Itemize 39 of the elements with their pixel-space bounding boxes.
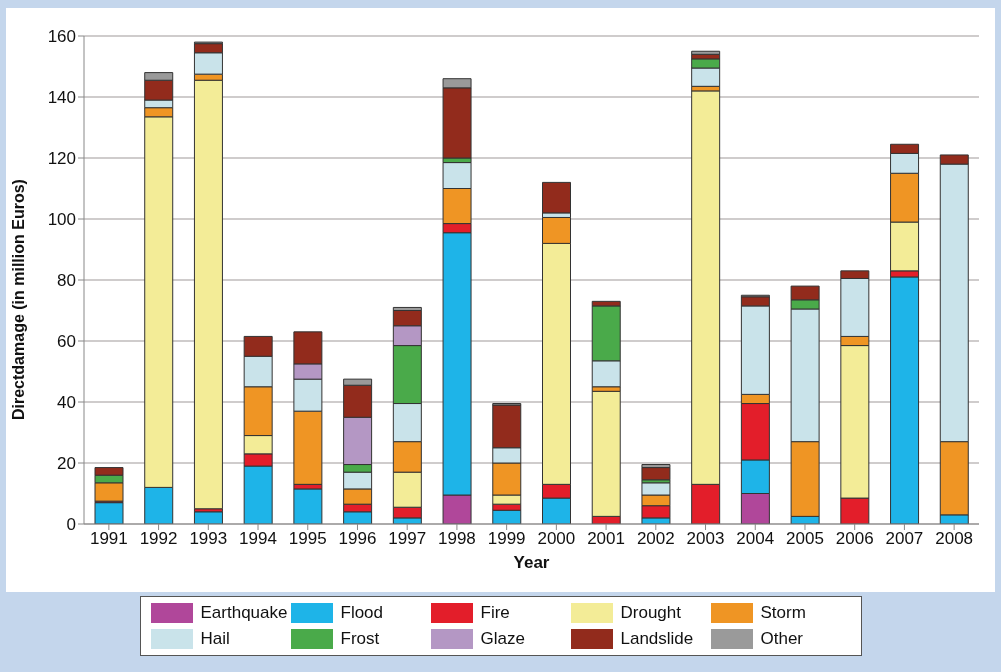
legend-label: Hail [200,629,230,649]
x-tick-label: 1996 [338,529,377,549]
x-tick-label: 2006 [835,529,874,549]
y-tick-label: 140 [47,88,76,108]
y-tick-label: 40 [57,393,76,413]
x-tick-label: 2007 [885,529,924,549]
legend-label: Storm [760,603,806,623]
y-tick-label: 100 [47,210,76,230]
x-tick-label: 2008 [935,529,974,549]
y-tick-label: 60 [57,332,76,352]
y-axis-title: Directdamage (in million Euros) [9,179,27,420]
x-tick-label: 1993 [189,529,228,549]
x-tick-label: 1998 [438,529,476,549]
x-tick-label: 2002 [636,529,675,549]
x-tick-label: 2004 [736,529,775,549]
y-tick-label: 20 [57,454,76,474]
x-tick-label: 2000 [537,529,576,549]
legend-label: Landslide [620,629,694,649]
x-axis-title: Year [513,553,550,572]
y-tick-label: 80 [57,271,76,291]
y-tick-label: 120 [47,149,76,169]
legend-label: Flood [340,603,384,623]
legend-label: Glaze [480,629,525,649]
x-tick-label: 1997 [388,529,427,549]
y-tick-label: 160 [47,27,76,47]
legend-label: Earthquake [200,603,288,623]
legend-label: Drought [620,603,681,623]
x-tick-label: 2003 [686,529,725,549]
x-tick-label: 2001 [587,529,625,549]
x-tick-label: 1991 [89,529,128,549]
legend-label: Fire [480,603,510,623]
legend-label: Frost [340,629,380,649]
x-tick-label: 1999 [487,529,526,549]
legend-label: Other [760,629,804,649]
x-tick-label: 1992 [139,529,178,549]
x-tick-label: 1994 [239,529,277,549]
x-tick-label: 2005 [786,529,824,549]
y-tick-label: 0 [66,515,76,535]
x-tick-label: 1995 [288,529,327,549]
